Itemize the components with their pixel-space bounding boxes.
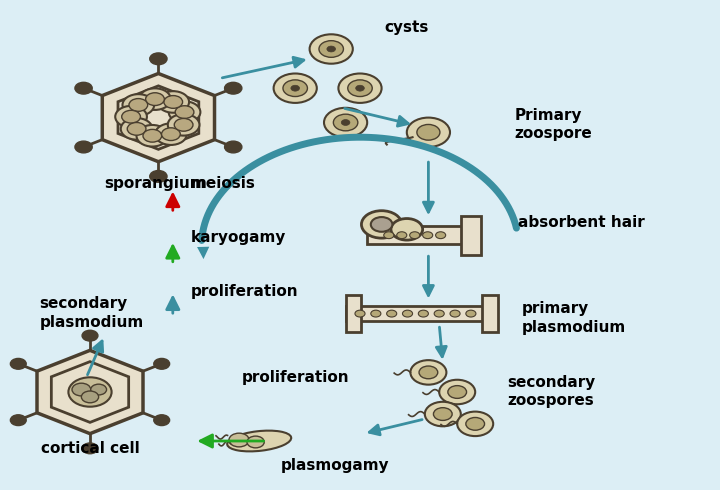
Polygon shape (118, 86, 199, 149)
Circle shape (127, 122, 146, 135)
Circle shape (436, 232, 446, 239)
Bar (461, 216, 481, 255)
Circle shape (407, 118, 450, 147)
Circle shape (164, 96, 183, 108)
Text: proliferation: proliferation (191, 284, 298, 299)
Circle shape (283, 80, 307, 97)
Circle shape (348, 80, 372, 97)
Circle shape (137, 125, 168, 147)
Circle shape (75, 141, 92, 153)
Circle shape (466, 310, 476, 317)
Circle shape (143, 129, 162, 142)
Text: secondary
plasmodium: secondary plasmodium (40, 296, 144, 330)
Circle shape (229, 433, 249, 447)
Circle shape (338, 74, 382, 103)
Text: sporangium: sporangium (104, 176, 206, 192)
Circle shape (155, 123, 186, 145)
Polygon shape (102, 74, 215, 162)
Circle shape (391, 219, 423, 240)
Circle shape (434, 310, 444, 317)
Text: proliferation: proliferation (241, 370, 349, 385)
Circle shape (225, 141, 242, 153)
Circle shape (371, 217, 392, 232)
Text: meiosis: meiosis (191, 176, 256, 191)
Circle shape (145, 93, 164, 105)
Text: absorbent hair: absorbent hair (518, 216, 645, 230)
Circle shape (82, 330, 98, 341)
Text: cysts: cysts (384, 20, 429, 35)
Circle shape (174, 119, 193, 131)
Circle shape (410, 360, 446, 385)
Circle shape (168, 101, 200, 123)
Circle shape (247, 436, 264, 448)
Polygon shape (37, 350, 143, 434)
Circle shape (121, 118, 153, 140)
Circle shape (410, 232, 420, 239)
Circle shape (91, 384, 107, 395)
Circle shape (150, 171, 167, 182)
Circle shape (466, 417, 485, 430)
Circle shape (72, 383, 91, 396)
Circle shape (175, 106, 194, 119)
Circle shape (225, 82, 242, 94)
Circle shape (371, 310, 381, 317)
Text: secondary
zoospores: secondary zoospores (508, 375, 596, 409)
Bar (367, 226, 468, 244)
Circle shape (361, 211, 402, 238)
Circle shape (81, 391, 99, 403)
Polygon shape (51, 362, 129, 422)
Text: karyogamy: karyogamy (191, 230, 286, 245)
Text: cortical cell: cortical cell (40, 441, 140, 456)
Circle shape (82, 443, 98, 454)
Circle shape (384, 232, 394, 239)
Circle shape (397, 232, 407, 239)
Circle shape (418, 310, 428, 317)
Bar (346, 295, 361, 332)
Circle shape (319, 41, 343, 57)
Circle shape (115, 106, 147, 127)
Circle shape (274, 74, 317, 103)
Ellipse shape (228, 431, 291, 451)
Circle shape (433, 408, 452, 420)
Circle shape (425, 402, 461, 426)
Text: Primary
zoospore: Primary zoospore (515, 108, 593, 142)
Bar (482, 295, 498, 332)
Circle shape (356, 85, 364, 91)
Text: plasmogamy: plasmogamy (281, 458, 389, 473)
Circle shape (341, 120, 350, 125)
Circle shape (417, 124, 440, 140)
Circle shape (168, 114, 199, 136)
Circle shape (419, 366, 438, 379)
Circle shape (448, 386, 467, 398)
Circle shape (355, 310, 365, 317)
Circle shape (122, 110, 140, 123)
Circle shape (439, 380, 475, 404)
Circle shape (154, 359, 170, 369)
Circle shape (122, 94, 154, 116)
Circle shape (139, 88, 171, 110)
Circle shape (161, 128, 180, 141)
Circle shape (75, 82, 92, 94)
Circle shape (450, 310, 460, 317)
Circle shape (68, 377, 112, 407)
Circle shape (291, 85, 300, 91)
Circle shape (423, 232, 433, 239)
Circle shape (457, 412, 493, 436)
Text: primary
plasmodium: primary plasmodium (522, 301, 626, 335)
Circle shape (10, 415, 26, 425)
Circle shape (10, 358, 26, 369)
Bar (346, 306, 490, 321)
Circle shape (129, 98, 148, 111)
Circle shape (327, 46, 336, 52)
Circle shape (387, 310, 397, 317)
Circle shape (310, 34, 353, 64)
Circle shape (402, 310, 413, 317)
Circle shape (154, 415, 170, 425)
Circle shape (333, 114, 358, 131)
Circle shape (324, 108, 367, 137)
Circle shape (158, 91, 189, 113)
Circle shape (150, 53, 167, 65)
